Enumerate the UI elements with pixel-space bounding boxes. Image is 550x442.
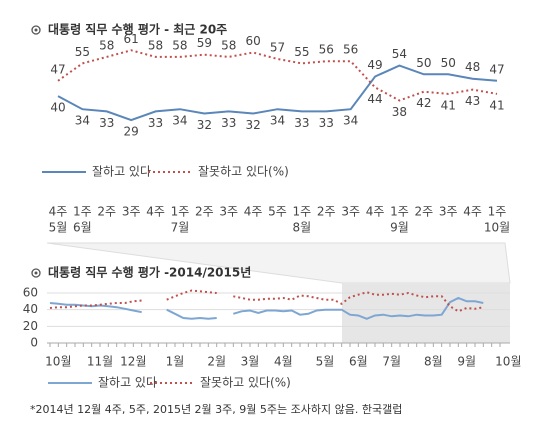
y-tick-label: 40 — [23, 302, 38, 316]
data-label: 59 — [197, 36, 212, 50]
x-tick-label: 9월 — [457, 355, 476, 369]
y-tick-label: 20 — [23, 319, 38, 333]
x-tick-label: 1주 — [293, 205, 312, 219]
y-tick-label: 60 — [23, 286, 38, 300]
x-tick-label: 8월 — [424, 355, 443, 369]
data-label: 54 — [392, 47, 407, 61]
data-label: 47 — [489, 62, 504, 76]
data-label: 33 — [148, 116, 163, 130]
data-label: 41 — [441, 98, 456, 112]
x-tick-label: 4주 — [244, 205, 263, 219]
data-label: 49 — [367, 58, 382, 72]
x-tick-label: 5월 — [316, 355, 335, 369]
x-tick-label: 5주 — [268, 205, 287, 219]
x-tick-label: 4주 — [49, 205, 68, 219]
legend-label: 잘못하고 있다(%) — [198, 165, 289, 179]
x-tick-label: 4주 — [146, 205, 165, 219]
x-tick-label: 7월 — [382, 355, 401, 369]
data-label: 47 — [50, 62, 65, 76]
data-label: 61 — [124, 32, 139, 46]
legend-label: 잘하고 있다 — [92, 165, 151, 179]
recent-highlight — [342, 283, 510, 343]
data-label: 56 — [319, 43, 334, 57]
x-tick-label: 1주 — [390, 205, 409, 219]
data-label: 34 — [75, 114, 90, 128]
data-label: 41 — [489, 98, 504, 112]
data-label: 32 — [197, 118, 212, 132]
x-tick-label: 3주 — [219, 205, 238, 219]
data-label: 40 — [50, 101, 65, 115]
data-label: 58 — [148, 38, 163, 52]
x-tick-label: 3주 — [341, 205, 360, 219]
x-tick-label: 11월 — [87, 355, 113, 369]
x-month-label: 9월 — [390, 221, 409, 235]
x-month-label: 7월 — [171, 221, 190, 235]
series-line — [57, 49, 498, 102]
data-label: 32 — [245, 118, 260, 132]
x-tick-label: 10월 — [45, 355, 71, 369]
data-label: 44 — [367, 92, 382, 106]
data-label: 55 — [75, 45, 90, 59]
data-label: 50 — [441, 56, 456, 70]
x-tick-label: 2주 — [414, 205, 433, 219]
x-month-label: 10월 — [484, 221, 510, 235]
x-tick-label: 1주 — [488, 205, 507, 219]
chart-title: 대통령 직무 수행 평가 - 최근 20주 — [48, 22, 227, 37]
data-label: 38 — [392, 105, 407, 119]
x-tick-label: 10월 — [495, 355, 521, 369]
x-tick-label: 4주 — [366, 205, 385, 219]
data-label: 33 — [319, 116, 334, 130]
data-label: 57 — [270, 41, 285, 55]
x-tick-label: 1주 — [171, 205, 190, 219]
y-tick-label: 0 — [30, 336, 38, 350]
title-icon — [31, 25, 41, 35]
x-tick-label: 6월 — [349, 355, 368, 369]
series-line — [57, 64, 498, 122]
title-icon — [34, 28, 38, 32]
data-label: 48 — [465, 60, 480, 74]
data-label: 60 — [245, 34, 260, 48]
data-label: 34 — [270, 114, 285, 128]
x-month-label: 5월 — [49, 221, 68, 235]
data-label: 43 — [465, 94, 480, 108]
x-tick-label: 4월 — [274, 355, 293, 369]
x-tick-label: 2주 — [97, 205, 116, 219]
data-label: 34 — [343, 114, 358, 128]
x-tick-label: 2주 — [317, 205, 336, 219]
x-tick-label: 3주 — [439, 205, 458, 219]
data-label: 34 — [172, 114, 187, 128]
data-label: 29 — [124, 125, 139, 139]
footnote: *2014년 12월 4주, 5주, 2015년 2월 3주, 9월 5주는 조… — [30, 402, 402, 416]
x-tick-label: 2주 — [195, 205, 214, 219]
legend-label: 잘못하고 있다(%) — [200, 376, 291, 390]
x-tick-label: 3주 — [122, 205, 141, 219]
title-icon — [34, 271, 38, 275]
chart-title: 대통령 직무 수행 평가 -2014/2015년 — [48, 265, 251, 280]
x-tick-label: 1월 — [166, 355, 185, 369]
data-label: 33 — [294, 116, 309, 130]
data-label: 33 — [99, 116, 114, 130]
x-month-label: 6월 — [73, 221, 92, 235]
x-month-label: 8월 — [293, 221, 312, 235]
title-icon — [31, 268, 41, 278]
data-label: 50 — [416, 56, 431, 70]
data-label: 55 — [294, 45, 309, 59]
x-tick-label: 2월 — [207, 355, 226, 369]
x-tick-label: 4주 — [463, 205, 482, 219]
x-tick-label: 1주 — [73, 205, 92, 219]
data-label: 33 — [221, 116, 236, 130]
x-tick-label: 3월 — [241, 355, 260, 369]
data-label: 42 — [416, 96, 431, 110]
data-label: 56 — [343, 43, 358, 57]
x-tick-label: 12월 — [120, 355, 146, 369]
data-label: 58 — [221, 38, 236, 52]
data-label: 58 — [172, 38, 187, 52]
legend-label: 잘하고 있다 — [98, 376, 157, 390]
data-label: 58 — [99, 38, 114, 52]
